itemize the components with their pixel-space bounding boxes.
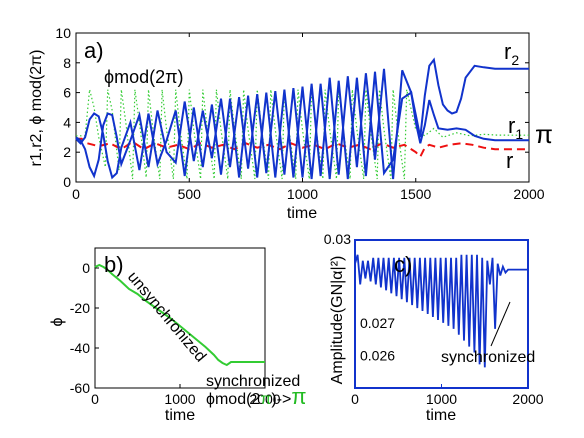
label-pi-a: π (535, 119, 553, 149)
b-ytick-label: 0 (82, 260, 90, 276)
b-xtick-label: 2000 (249, 391, 280, 407)
series-r2-line (75, 57, 529, 180)
a-xtick-label: 500 (178, 186, 202, 202)
synchronized-pointer (490, 301, 511, 347)
label-phi-mod-a: ϕmod(2π) (104, 67, 184, 87)
label-synchronized-c: synchronized (441, 349, 535, 366)
a-ytick-label: 6 (63, 85, 71, 101)
b-xtick-label: 0 (91, 391, 99, 407)
a-xtick-label: 2000 (513, 186, 544, 202)
b-ytick-label: -60 (70, 380, 90, 396)
a-ytick-label: 10 (55, 25, 71, 41)
panel-b-label: b) (104, 252, 124, 277)
label-r2: r2 (504, 39, 519, 68)
panel-b-series (94, 263, 265, 367)
a-ytick-label: 4 (63, 114, 71, 130)
a-ytick-label: 0 (63, 174, 71, 190)
label-r: r (506, 148, 513, 173)
panel-b-ylabel: ϕ (49, 317, 66, 326)
panel-c-ylabel: Amplitude(GN|α|²) (329, 256, 346, 385)
panel-a-xlabel: time (287, 205, 317, 222)
a-ytick-label: 2 (63, 144, 71, 160)
b-ytick-label: -40 (70, 340, 90, 356)
panel-a: 0 500 1000 1500 2000 0 2 4 6 8 10 a) time r1,r2, ϕ… (28, 25, 553, 222)
label-synchronized-b: synchronized (206, 373, 300, 390)
c-xtick-label: 1000 (426, 391, 457, 407)
label-r1: r1 (508, 113, 523, 142)
panel-a-label: a) (84, 38, 104, 63)
panel-a-series (75, 57, 529, 180)
a-ytick-label: 8 (63, 55, 71, 71)
panel-c-label: c) (394, 252, 412, 277)
a-xtick-label: 1000 (287, 186, 318, 202)
series-r-line (76, 137, 529, 159)
panel-c: 0 1000 2000 0.03 0.027 0.026 c) time Amplitud… (324, 231, 544, 424)
panel-c-xlabel: time (426, 407, 456, 424)
panel-b-frame (94, 247, 266, 389)
c-ytick-label: 0.026 (360, 347, 395, 363)
b-xtick-label: 1000 (164, 391, 195, 407)
panel-a-frame (75, 32, 530, 183)
a-xtick-label: 1500 (400, 186, 431, 202)
panel-a-ticks: 0 500 1000 1500 2000 0 2 4 6 8 10 (55, 25, 544, 202)
series-phi-line (94, 263, 265, 367)
c-ytick-label: 0.027 (360, 315, 395, 331)
c-xtick-label: 0 (351, 391, 359, 407)
label-phi-mod-b: ϕmod(2π)->π (206, 384, 307, 409)
a-xtick-label: 0 (72, 186, 80, 202)
c-xtick-label: 2000 (512, 391, 543, 407)
panel-c-series (354, 254, 528, 368)
panel-a-ylabel: r1,r2, ϕ mod(2π) (28, 50, 45, 167)
panel-b-xlabel: time (165, 407, 195, 424)
c-ytick-label: 0.03 (324, 231, 351, 247)
panel-c-ticks: 0 1000 2000 0.03 0.027 0.026 (324, 231, 544, 407)
series-amplitude-line (354, 254, 528, 368)
b-ytick-label: -20 (70, 300, 90, 316)
panel-b-ticks: 0 1000 2000 0 -20 -40 -60 (70, 260, 281, 407)
